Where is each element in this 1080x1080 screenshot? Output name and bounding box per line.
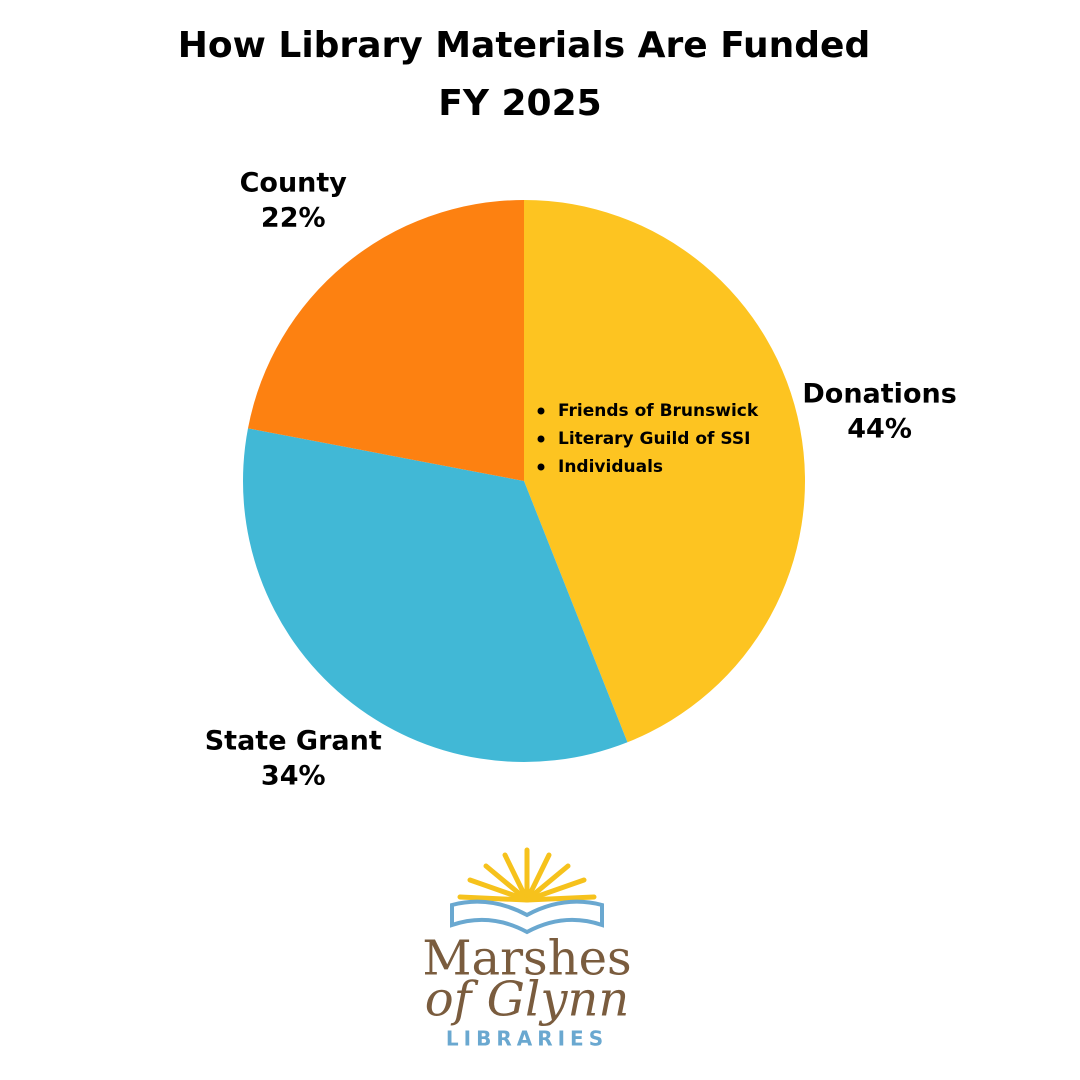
pie-slice bbox=[242, 428, 628, 762]
logo-sun bbox=[457, 847, 597, 903]
bullet bbox=[537, 435, 545, 443]
annotation-list: Friends of Brunswick Literary Guild of SS… bbox=[537, 401, 759, 477]
value-label: 22% bbox=[261, 203, 326, 234]
slice-label: County bbox=[240, 168, 348, 199]
value-label: 34% bbox=[261, 760, 326, 791]
logo-text: of Glynn bbox=[425, 972, 630, 1028]
bullet bbox=[537, 407, 545, 415]
value-label: 44% bbox=[847, 414, 912, 445]
logo-text: LIBRARIES bbox=[446, 1027, 608, 1051]
chart-subtitle: FY 2025 bbox=[438, 83, 601, 124]
bullet bbox=[537, 463, 545, 471]
logo-book bbox=[450, 899, 604, 935]
slice-label: State Grant bbox=[205, 725, 382, 756]
annotation: Individuals bbox=[558, 457, 663, 477]
chart-title: How Library Materials Are Funded bbox=[178, 25, 871, 66]
logo-text: Marshes bbox=[422, 931, 631, 987]
pie: Donations 44% State Grant 34% County 22% bbox=[205, 168, 957, 792]
pie-slice bbox=[247, 199, 524, 481]
pie-slice bbox=[524, 200, 805, 743]
annotation: Friends of Brunswick bbox=[558, 401, 759, 421]
annotation: Literary Guild of SSI bbox=[558, 429, 750, 449]
slice-label: Donations bbox=[802, 379, 956, 410]
logo: Marshes of Glynn LIBRARIES bbox=[422, 847, 632, 1051]
